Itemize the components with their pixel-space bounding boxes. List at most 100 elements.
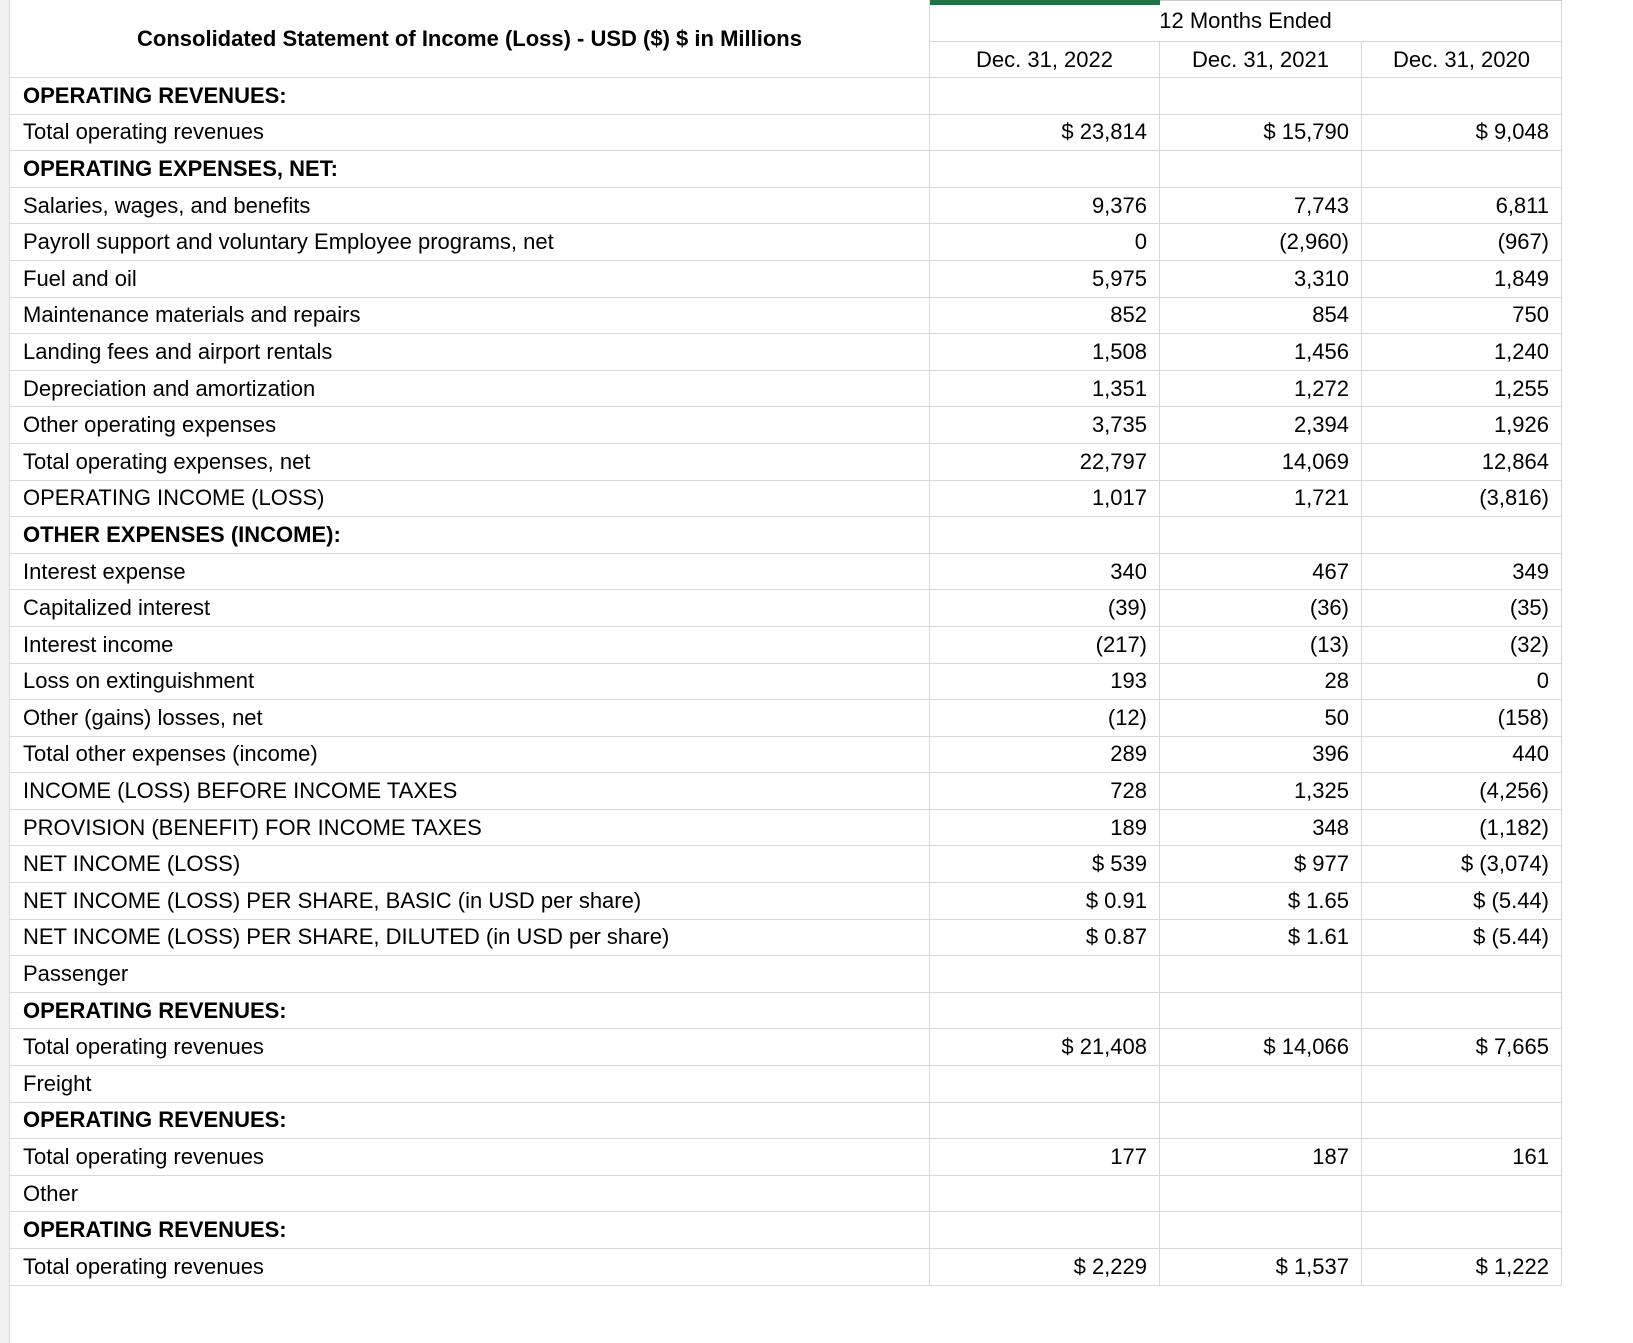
value-cell[interactable]: 854 <box>1160 297 1362 335</box>
row-label-cell[interactable]: Freight <box>10 1066 930 1103</box>
value-cell[interactable] <box>1362 517 1562 554</box>
value-cell[interactable] <box>1160 151 1362 188</box>
value-cell[interactable] <box>1160 992 1362 1030</box>
value-cell[interactable] <box>930 1212 1160 1249</box>
value-cell[interactable]: $ 21,408 <box>930 1029 1160 1067</box>
value-cell[interactable] <box>1160 78 1362 115</box>
value-cell[interactable]: 9,376 <box>930 187 1160 225</box>
value-cell[interactable]: 396 <box>1160 736 1362 774</box>
row-label-cell[interactable]: Total operating revenues <box>10 114 930 152</box>
value-cell[interactable]: 161 <box>1362 1139 1562 1176</box>
value-cell[interactable]: 193 <box>930 663 1160 701</box>
row-label-cell[interactable]: Other operating expenses <box>10 407 930 444</box>
value-cell[interactable]: 1,240 <box>1362 334 1562 371</box>
row-label-cell[interactable]: Total operating revenues <box>10 1139 930 1176</box>
value-cell[interactable]: 852 <box>930 297 1160 335</box>
value-cell[interactable]: 14,069 <box>1160 443 1362 481</box>
value-cell[interactable]: (39) <box>930 590 1160 627</box>
value-cell[interactable]: 467 <box>1160 553 1362 591</box>
value-cell[interactable] <box>930 992 1160 1030</box>
value-cell[interactable]: 22,797 <box>930 443 1160 481</box>
value-cell[interactable] <box>930 78 1160 115</box>
value-cell[interactable]: $ 977 <box>1160 846 1362 884</box>
value-cell[interactable] <box>1362 1102 1562 1140</box>
value-cell[interactable]: 0 <box>1362 663 1562 701</box>
column-header-dec-31-2020[interactable]: Dec. 31, 2020 <box>1362 42 1562 78</box>
row-label-cell[interactable]: PROVISION (BENEFIT) FOR INCOME TAXES <box>10 809 930 847</box>
value-cell[interactable]: 0 <box>930 224 1160 261</box>
value-cell[interactable]: 1,508 <box>930 334 1160 371</box>
row-label-cell[interactable]: Capitalized interest <box>10 590 930 627</box>
section-header-cell[interactable]: OPERATING REVENUES: <box>10 992 930 1030</box>
row-label-cell[interactable]: Interest income <box>10 626 930 664</box>
value-cell[interactable]: (36) <box>1160 590 1362 627</box>
value-cell[interactable]: $ 14,066 <box>1160 1029 1362 1067</box>
value-cell[interactable] <box>1160 1175 1362 1213</box>
value-cell[interactable]: 177 <box>930 1139 1160 1176</box>
value-cell[interactable]: 2,394 <box>1160 407 1362 444</box>
value-cell[interactable] <box>1160 1102 1362 1140</box>
value-cell[interactable]: $ 23,814 <box>930 114 1160 152</box>
value-cell[interactable] <box>1362 1212 1562 1249</box>
value-cell[interactable]: 728 <box>930 773 1160 810</box>
value-cell[interactable]: 1,721 <box>1160 480 1362 518</box>
value-cell[interactable]: $ 1,222 <box>1362 1249 1562 1286</box>
value-cell[interactable]: $ 0.91 <box>930 883 1160 920</box>
value-cell[interactable]: $ (5.44) <box>1362 883 1562 920</box>
row-label-cell[interactable]: NET INCOME (LOSS) PER SHARE, BASIC (in U… <box>10 883 930 920</box>
value-cell[interactable]: 1,456 <box>1160 334 1362 371</box>
value-cell[interactable]: 7,743 <box>1160 187 1362 225</box>
value-cell[interactable] <box>1160 517 1362 554</box>
value-cell[interactable]: (12) <box>930 700 1160 737</box>
column-header-dec-31-2022[interactable]: Dec. 31, 2022 <box>930 42 1160 78</box>
value-cell[interactable]: $ 15,790 <box>1160 114 1362 152</box>
value-cell[interactable]: (32) <box>1362 626 1562 664</box>
value-cell[interactable] <box>930 956 1160 993</box>
value-cell[interactable] <box>1362 992 1562 1030</box>
row-label-cell[interactable]: Depreciation and amortization <box>10 370 930 408</box>
row-label-cell[interactable]: Loss on extinguishment <box>10 663 930 701</box>
value-cell[interactable] <box>1160 1212 1362 1249</box>
value-cell[interactable]: 3,310 <box>1160 260 1362 298</box>
section-header-cell[interactable]: OPERATING REVENUES: <box>10 1102 930 1140</box>
value-cell[interactable]: $ 1.65 <box>1160 883 1362 920</box>
value-cell[interactable]: $ 539 <box>930 846 1160 884</box>
value-cell[interactable]: $ 1,537 <box>1160 1249 1362 1286</box>
value-cell[interactable] <box>1362 956 1562 993</box>
row-label-cell[interactable]: Landing fees and airport rentals <box>10 334 930 371</box>
value-cell[interactable]: (967) <box>1362 224 1562 261</box>
value-cell[interactable]: 1,849 <box>1362 260 1562 298</box>
value-cell[interactable]: 1,017 <box>930 480 1160 518</box>
column-header-dec-31-2021[interactable]: Dec. 31, 2021 <box>1160 42 1362 78</box>
value-cell[interactable]: (13) <box>1160 626 1362 664</box>
value-cell[interactable]: 12,864 <box>1362 443 1562 481</box>
row-label-cell[interactable]: OPERATING INCOME (LOSS) <box>10 480 930 518</box>
row-label-cell[interactable]: Fuel and oil <box>10 260 930 298</box>
value-cell[interactable]: $ (5.44) <box>1362 919 1562 957</box>
value-cell[interactable]: (158) <box>1362 700 1562 737</box>
value-cell[interactable] <box>930 151 1160 188</box>
value-cell[interactable]: 187 <box>1160 1139 1362 1176</box>
value-cell[interactable]: (3,816) <box>1362 480 1562 518</box>
value-cell[interactable] <box>930 517 1160 554</box>
row-label-cell[interactable]: Maintenance materials and repairs <box>10 297 930 335</box>
value-cell[interactable] <box>930 1102 1160 1140</box>
row-label-cell[interactable]: Total operating revenues <box>10 1029 930 1067</box>
value-cell[interactable] <box>1160 1066 1362 1103</box>
value-cell[interactable]: 1,325 <box>1160 773 1362 810</box>
row-label-cell[interactable]: Payroll support and voluntary Employee p… <box>10 224 930 261</box>
value-cell[interactable]: 340 <box>930 553 1160 591</box>
section-header-cell[interactable]: OPERATING EXPENSES, NET: <box>10 151 930 188</box>
statement-title[interactable]: Consolidated Statement of Income (Loss) … <box>10 0 930 78</box>
section-header-cell[interactable]: OPERATING REVENUES: <box>10 1212 930 1249</box>
value-cell[interactable]: 189 <box>930 809 1160 847</box>
value-cell[interactable]: (1,182) <box>1362 809 1562 847</box>
row-label-cell[interactable]: Other <box>10 1175 930 1213</box>
value-cell[interactable]: 750 <box>1362 297 1562 335</box>
value-cell[interactable] <box>930 1066 1160 1103</box>
row-label-cell[interactable]: NET INCOME (LOSS) <box>10 846 930 884</box>
value-cell[interactable] <box>1362 1066 1562 1103</box>
row-label-cell[interactable]: Total operating expenses, net <box>10 443 930 481</box>
value-cell[interactable]: $ 1.61 <box>1160 919 1362 957</box>
value-cell[interactable] <box>1362 78 1562 115</box>
